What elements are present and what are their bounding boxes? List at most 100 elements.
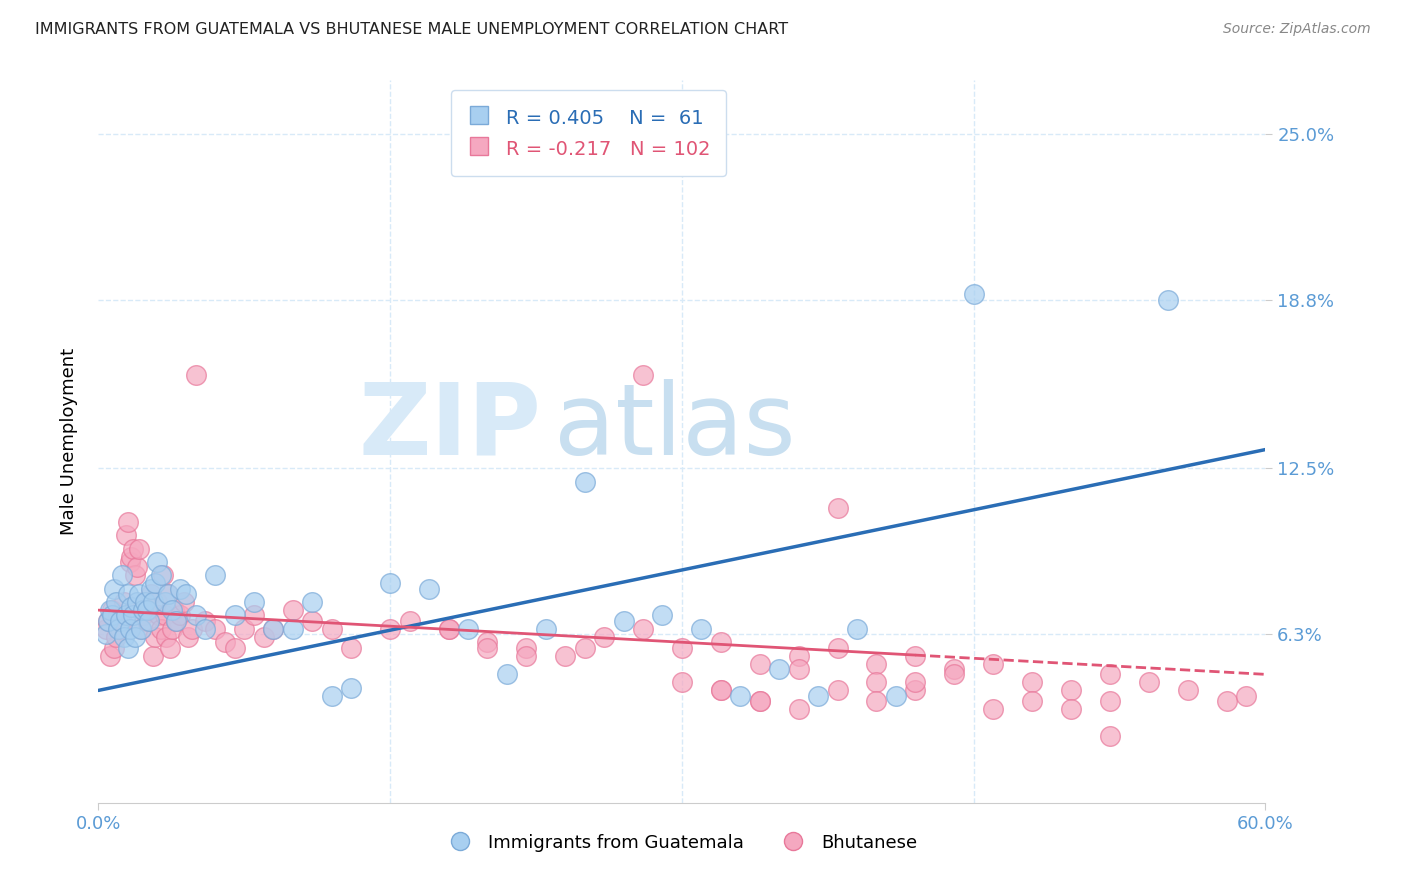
Point: [157, 587, 180, 601]
Point: [138, 614, 160, 628]
Point: [243, 608, 266, 623]
Point: [477, 640, 499, 655]
Point: [437, 622, 460, 636]
Point: [690, 622, 713, 636]
Point: [128, 541, 150, 556]
Point: [496, 667, 519, 681]
Point: [340, 640, 363, 655]
Point: [827, 501, 849, 516]
Point: [108, 614, 131, 628]
Point: [380, 576, 402, 591]
Point: [165, 614, 187, 628]
Point: [107, 622, 129, 636]
Point: [243, 595, 266, 609]
Point: [112, 595, 135, 609]
Point: [146, 595, 169, 609]
Point: [122, 608, 145, 623]
Point: [162, 603, 184, 617]
Point: [1060, 683, 1083, 698]
Point: [943, 662, 966, 676]
Point: [124, 568, 146, 582]
Point: [97, 614, 120, 628]
Point: [214, 635, 236, 649]
Point: [139, 582, 162, 596]
Point: [671, 640, 693, 655]
Point: [103, 640, 125, 655]
Point: [380, 622, 402, 636]
Point: [651, 608, 673, 623]
Point: [262, 622, 284, 636]
Point: [111, 614, 134, 628]
Point: [787, 662, 810, 676]
Point: [787, 648, 810, 663]
Point: [827, 640, 849, 655]
Point: [153, 608, 176, 623]
Point: [138, 603, 160, 617]
Text: IMMIGRANTS FROM GUATEMALA VS BHUTANESE MALE UNEMPLOYMENT CORRELATION CHART: IMMIGRANTS FROM GUATEMALA VS BHUTANESE M…: [35, 22, 789, 37]
Point: [98, 648, 121, 663]
Point: [128, 587, 150, 601]
Point: [162, 622, 184, 636]
Point: [153, 595, 176, 609]
Point: [1021, 675, 1043, 690]
Point: [904, 648, 927, 663]
Point: [132, 608, 155, 623]
Point: [152, 568, 174, 582]
Point: [262, 622, 284, 636]
Point: [180, 622, 202, 636]
Point: [134, 595, 156, 609]
Point: [117, 587, 139, 601]
Point: [121, 549, 143, 564]
Point: [194, 622, 217, 636]
Point: [146, 555, 169, 569]
Point: [613, 614, 636, 628]
Point: [827, 683, 849, 698]
Point: [127, 560, 149, 574]
Point: [554, 648, 576, 663]
Point: [807, 689, 830, 703]
Point: [107, 608, 129, 623]
Point: [157, 587, 180, 601]
Point: [118, 555, 141, 569]
Point: [1098, 667, 1121, 681]
Point: [132, 603, 155, 617]
Point: [574, 640, 596, 655]
Point: [114, 608, 136, 623]
Point: [748, 657, 770, 671]
Point: [143, 630, 166, 644]
Point: [748, 694, 770, 708]
Point: [846, 622, 869, 636]
Point: [97, 614, 120, 628]
Point: [865, 657, 887, 671]
Point: [112, 630, 135, 644]
Point: [142, 595, 165, 609]
Point: [281, 603, 304, 617]
Point: [117, 640, 139, 655]
Point: [398, 614, 420, 628]
Point: [340, 681, 363, 695]
Text: Source: ZipAtlas.com: Source: ZipAtlas.com: [1223, 22, 1371, 37]
Point: [787, 702, 810, 716]
Point: [730, 689, 752, 703]
Point: [122, 541, 145, 556]
Point: [534, 622, 557, 636]
Point: [962, 287, 984, 301]
Point: [184, 608, 207, 623]
Point: [165, 614, 187, 628]
Point: [457, 622, 479, 636]
Point: [148, 608, 170, 623]
Point: [281, 622, 304, 636]
Point: [143, 576, 166, 591]
Point: [174, 587, 197, 601]
Point: [515, 640, 537, 655]
Point: [710, 683, 733, 698]
Point: [301, 595, 323, 609]
Point: [149, 568, 172, 582]
Point: [1215, 694, 1237, 708]
Point: [904, 683, 927, 698]
Point: [321, 689, 343, 703]
Point: [943, 667, 966, 681]
Point: [149, 622, 172, 636]
Point: [301, 614, 323, 628]
Point: [593, 630, 616, 644]
